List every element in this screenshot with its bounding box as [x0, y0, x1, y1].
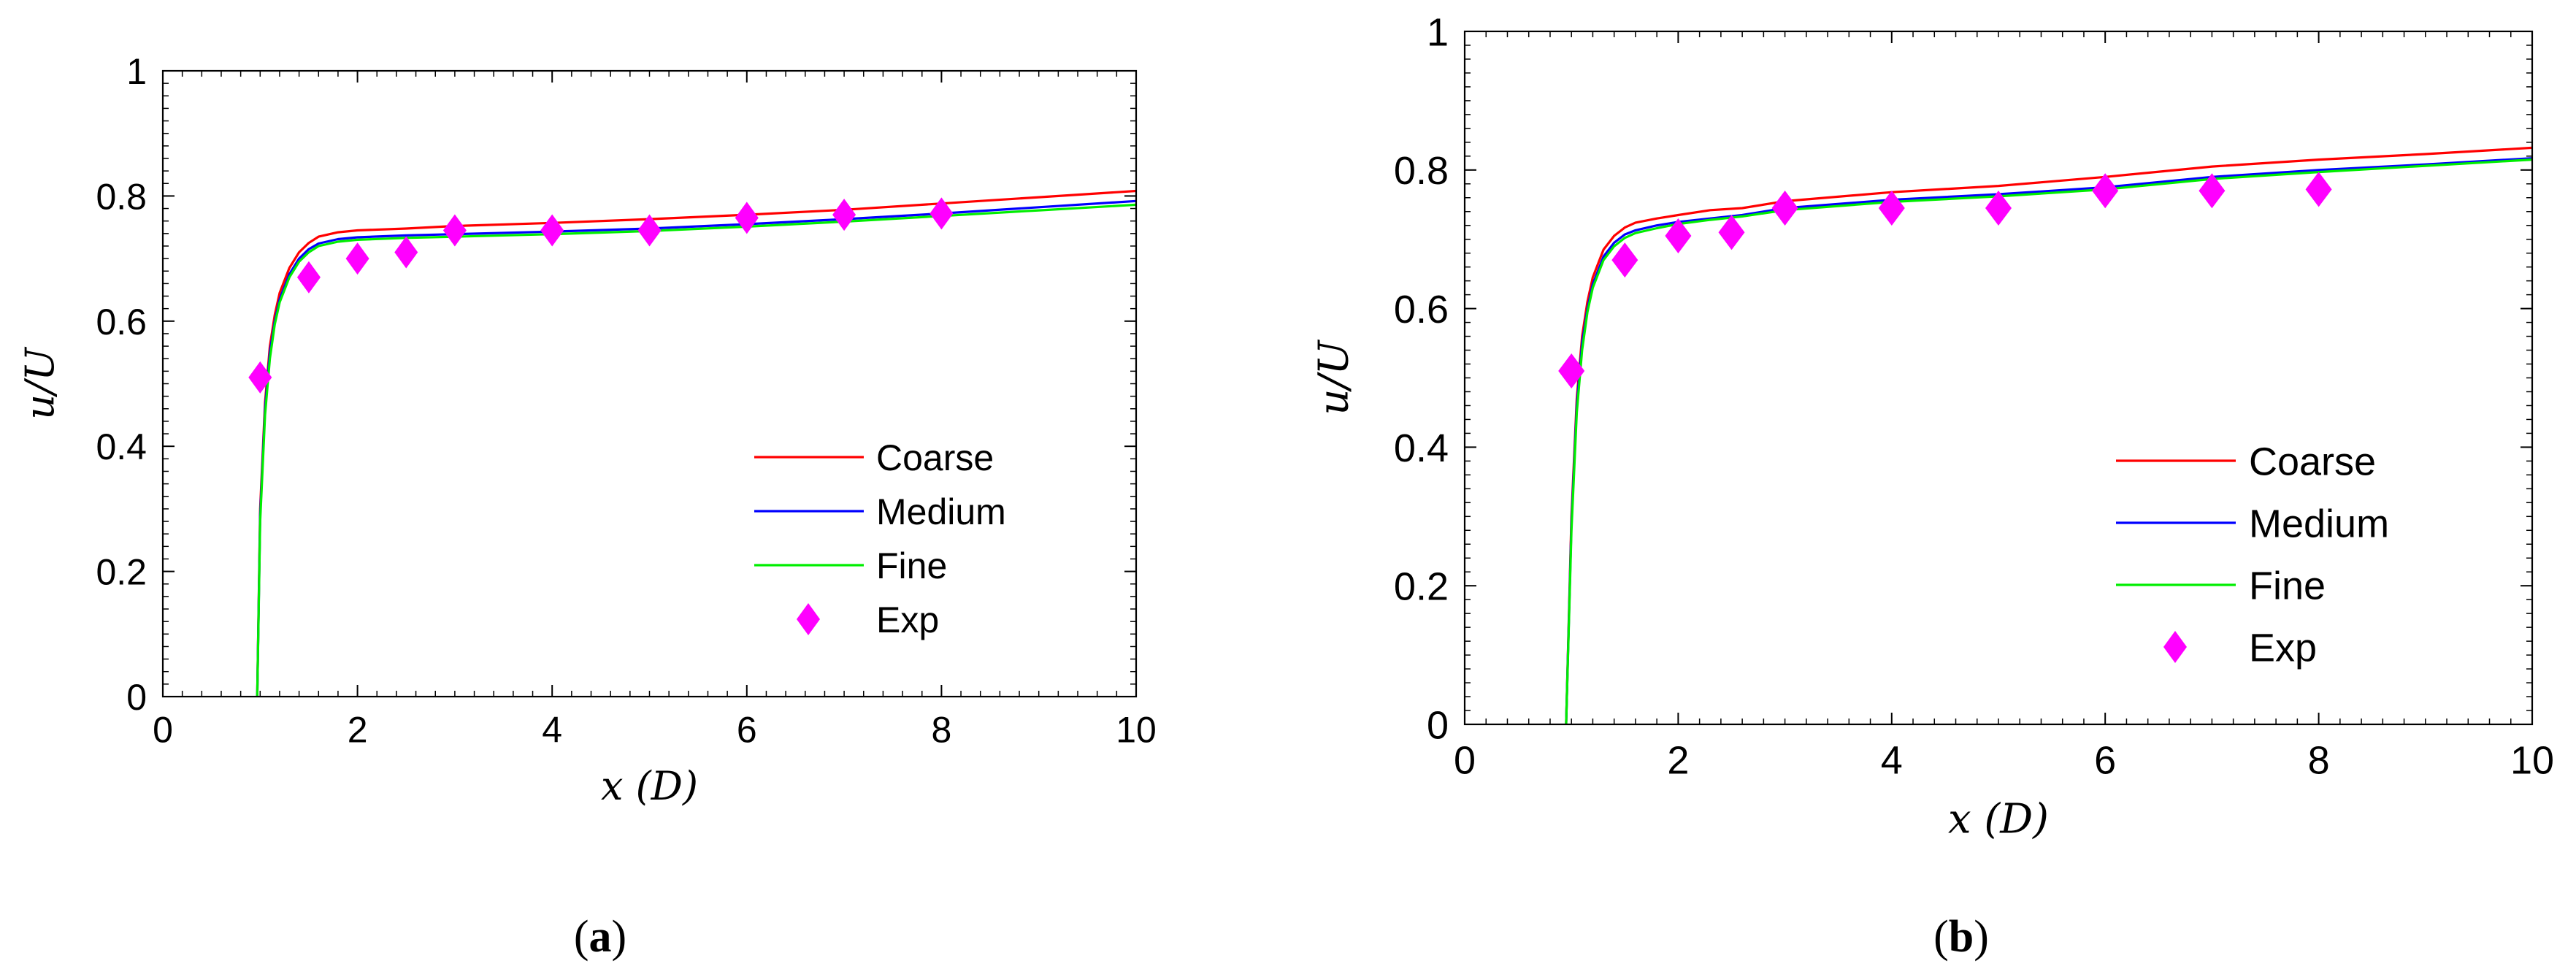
panel-b-x-tick-label: 10 [2510, 739, 2554, 783]
legend-fine-label: Fine [876, 545, 947, 586]
legend-exp-label: Exp [876, 599, 939, 640]
panel-b-caption: (b) [1933, 912, 1989, 962]
panel-b-series-coarse-line [1565, 146, 2532, 724]
panel-b-series-medium-line [1565, 157, 2532, 724]
panel-a-exp-point [248, 361, 272, 394]
panel-a-exp-point [345, 242, 369, 275]
panel-b-x-axis-label: x (D) [1948, 796, 2049, 843]
panel-b-y-tick-label: 1 [1427, 10, 1449, 54]
panel-b-x-tick-label: 2 [1667, 739, 1689, 783]
panel-b-exp-point [1665, 218, 1692, 253]
panel-b: 0 2 4 6 8 10 0 0.2 0.4 0.6 0.8 1 x (D) u/U Coarse Mediu… [1311, 10, 2554, 962]
panel-b-exp-point [2305, 172, 2332, 207]
panel-a-x-tick-label: 0 [153, 710, 173, 751]
panel-a-exp-point [735, 202, 759, 234]
panel-b-exp-point [1558, 353, 1585, 389]
panel-b-exp-point [1985, 190, 2012, 226]
panel-a-y-tick-label: 0.6 [96, 302, 147, 342]
panel-b-exp-point [2199, 173, 2226, 209]
panel-a-series-medium-line [256, 199, 1136, 697]
panel-a-y-tick-label: 0.4 [96, 426, 147, 467]
legend-exp-label: Exp [2249, 626, 2317, 670]
panel-b-y-tick-label: 0.8 [1394, 149, 1449, 193]
panel-b-x-tick-label: 8 [2308, 739, 2330, 783]
panel-a-exp-point [540, 214, 564, 247]
panel-a-y-tick-label: 1 [126, 51, 147, 92]
panel-a-exp-point [394, 236, 418, 269]
panel-b-y-tick-label: 0.2 [1394, 565, 1449, 609]
panel-a-y-axis-label: u/U [17, 347, 63, 420]
panel-a-x-tick-label: 2 [348, 710, 368, 751]
panel-b-x-tick-label: 4 [1881, 739, 1903, 783]
panel-b-exp-point [2092, 173, 2119, 209]
panel-a-x-tick-label: 4 [542, 710, 562, 751]
panel-a-series-coarse-line [256, 189, 1136, 697]
legend-exp-marker [797, 603, 820, 635]
panel-a: 0 2 4 6 8 10 0 0.2 0.4 0.6 0.8 1 x (D) u/U Coarse Mediu… [17, 51, 1157, 962]
panel-b-y-axis-label: u/U [1311, 340, 1358, 415]
legend-exp-marker [2163, 631, 2187, 663]
legend-coarse-label: Coarse [876, 437, 994, 478]
panel-a-y-tick-label: 0 [126, 677, 147, 718]
panel-b-exp-point [1771, 190, 1798, 226]
panel-a-y-tick-label: 0.8 [96, 176, 147, 217]
panel-a-caption: (a) [574, 912, 626, 962]
panel-a-exp-point [296, 261, 321, 294]
panel-b-y-tick-label: 0.6 [1394, 288, 1449, 332]
panel-a-exp-point [442, 214, 467, 247]
panel-b-x-tick-label: 6 [2094, 739, 2116, 783]
panel-a-x-tick-label: 6 [737, 710, 757, 751]
legend-coarse-label: Coarse [2249, 440, 2376, 483]
panel-b-axes-frame [1463, 30, 2534, 726]
panel-a-x-axis-label: x (D) [601, 763, 698, 809]
panel-b-y-tick-label: 0 [1427, 703, 1449, 747]
panel-b-exp-point [1718, 215, 1745, 250]
legend-medium-label: Medium [876, 491, 1006, 532]
panel-b-y-tick-label: 0.4 [1394, 426, 1449, 470]
legend-fine-label: Fine [2249, 564, 2326, 608]
panel-a-exp-point [637, 214, 662, 247]
panel-a-x-tick-label: 10 [1116, 710, 1157, 751]
panel-a-y-tick-label: 0.2 [96, 552, 147, 593]
legend-medium-label: Medium [2249, 502, 2389, 545]
panel-b-x-tick-label: 0 [1454, 739, 1476, 783]
panel-b-series-fine-line [1565, 158, 2532, 724]
panel-a-exp-point [929, 197, 954, 230]
panel-b-exp-point [1611, 242, 1638, 278]
panel-a-x-tick-label: 8 [931, 710, 951, 751]
panel-a-series-fine-line [256, 203, 1136, 697]
panel-a-exp-point [832, 199, 856, 231]
panel-a-axes-frame [161, 69, 1138, 698]
panel-b-exp-point [1878, 190, 1905, 226]
